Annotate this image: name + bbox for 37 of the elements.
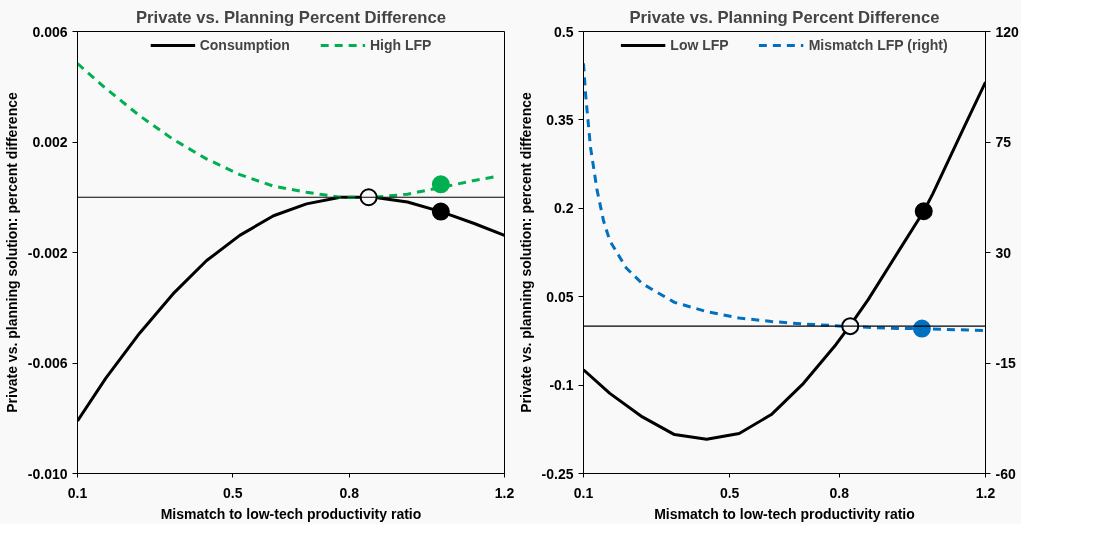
x-tick-label: 0.1 bbox=[573, 484, 594, 501]
point bbox=[431, 175, 450, 194]
y-axis-title: Private vs. planning solution: percent difference bbox=[517, 92, 534, 413]
x-tick-label: 0.5 bbox=[719, 484, 740, 501]
point bbox=[359, 188, 378, 207]
y2-tick-label: 75 bbox=[995, 134, 1012, 150]
x-tick-label: 0.8 bbox=[339, 484, 360, 501]
y-tick-label: -0.25 bbox=[541, 465, 574, 482]
legend-label: Mismatch LFP (right) bbox=[808, 37, 948, 53]
y-tick-label: 0.2 bbox=[554, 200, 574, 217]
x-axis-title: Mismatch to low-tech productivity ratio bbox=[160, 505, 422, 522]
x-axis-title: Mismatch to low-tech productivity ratio bbox=[654, 505, 915, 522]
legend-label: Low LFP bbox=[670, 37, 729, 53]
y-tick-label: -0.002 bbox=[27, 244, 68, 261]
chart-title: Private vs. Planning Percent Difference bbox=[135, 7, 447, 27]
y-tick-label: 0.35 bbox=[546, 111, 574, 128]
y2-tick-label: -60 bbox=[995, 465, 1016, 482]
x-tick-label: 0.1 bbox=[67, 484, 88, 501]
y-tick-label: -0.010 bbox=[27, 465, 68, 482]
y2-tick-label: 120 bbox=[995, 23, 1020, 40]
x-tick-label: 0.5 bbox=[223, 484, 243, 501]
x-tick-label: 1.2 bbox=[494, 484, 515, 501]
y-tick-label: 0.05 bbox=[546, 288, 574, 305]
y-tick-label: -0.006 bbox=[27, 355, 68, 371]
chart-title: Private vs. Planning Percent Difference bbox=[629, 7, 940, 27]
y2-tick-label: 30 bbox=[995, 244, 1012, 261]
y2-tick-label: -15 bbox=[995, 355, 1016, 371]
legend-label: Consumption bbox=[199, 37, 290, 53]
y-tick-label: 0.002 bbox=[32, 134, 68, 150]
y-tick-label: 0.5 bbox=[554, 23, 574, 40]
point bbox=[431, 202, 450, 221]
y-tick-label: 0.006 bbox=[32, 23, 68, 40]
x-tick-label: 1.2 bbox=[975, 484, 996, 501]
legend-label: High LFP bbox=[369, 37, 432, 53]
x-tick-label: 0.8 bbox=[829, 484, 850, 501]
y-tick-label: -0.1 bbox=[549, 377, 574, 394]
y-axis-title: Private vs. planning solution: percent difference bbox=[3, 92, 20, 413]
